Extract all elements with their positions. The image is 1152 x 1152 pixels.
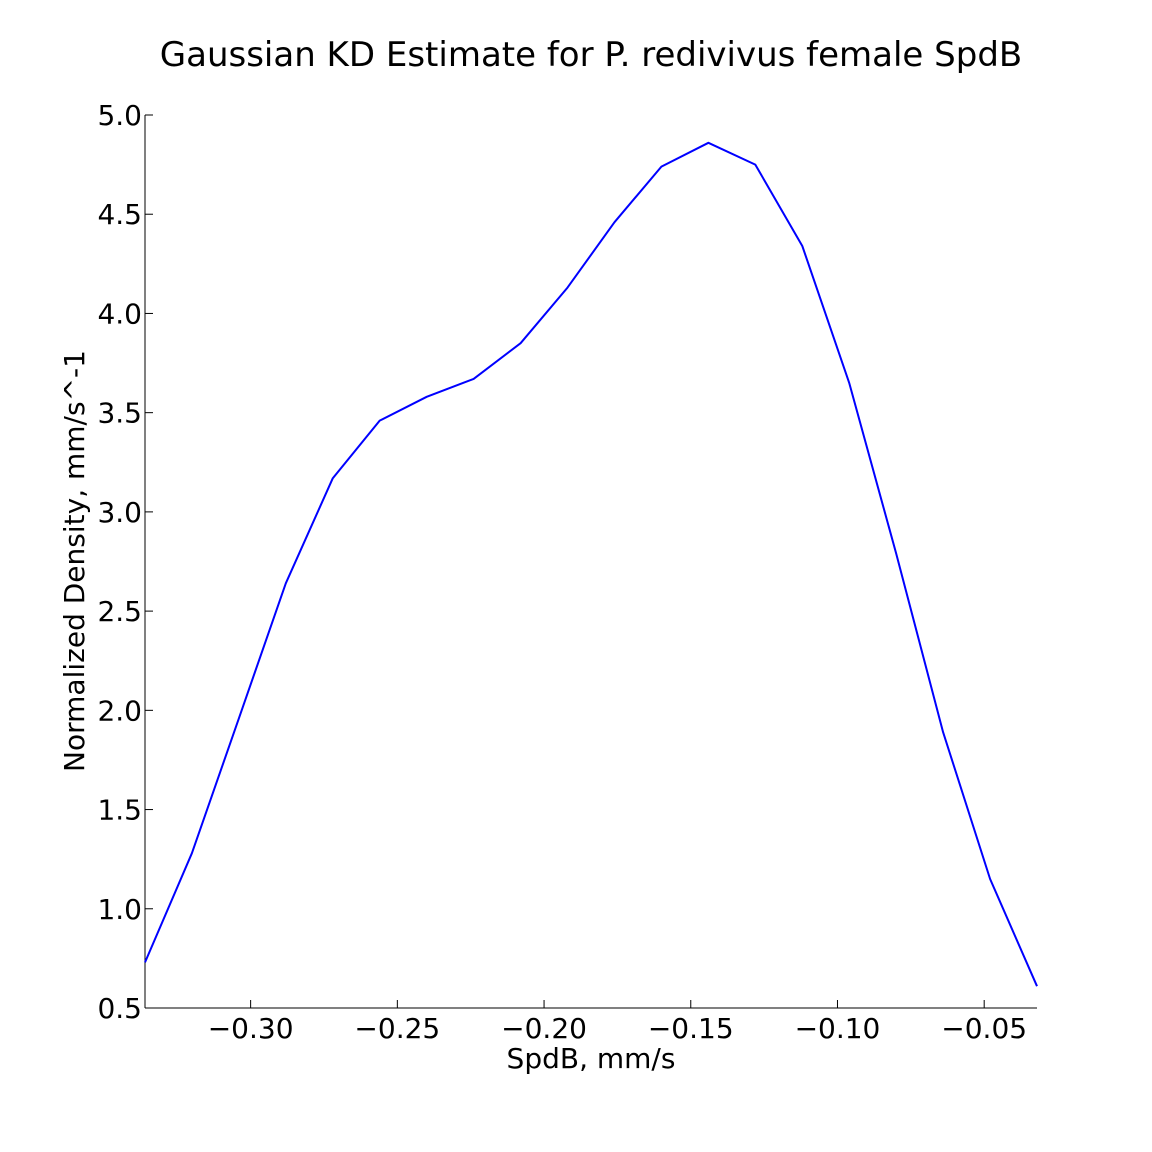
y-tick-label: 1.5 [97, 794, 142, 827]
y-tick-label: 2.0 [97, 694, 142, 727]
x-tick-label: −0.30 [208, 1012, 294, 1045]
x-tick-label: −0.20 [501, 1012, 587, 1045]
y-tick-label: 3.5 [97, 397, 142, 430]
y-tick-label: 5.0 [97, 99, 142, 132]
y-tick-label: 4.0 [97, 297, 142, 330]
y-tick-label: 1.0 [97, 893, 142, 926]
series-layer [144, 141, 1038, 987]
x-tick-label: −0.25 [354, 1012, 440, 1045]
x-tick-label: −0.10 [795, 1012, 881, 1045]
chart-title: Gaussian KD Estimate for P. redivivus fe… [160, 35, 1022, 75]
axes [144, 115, 1037, 1009]
y-tick-label: 4.5 [97, 198, 142, 231]
y-tick-label: 3.0 [97, 496, 142, 529]
y-tick-label: 2.5 [97, 595, 142, 628]
y-axis-ticks: 0.5 1.0 1.5 2.0 2.5 3.0 3.5 4.0 4.5 5.0 [97, 99, 153, 1025]
x-tick-label: −0.15 [648, 1012, 734, 1045]
x-axis-label: SpdB, mm/s [507, 1042, 676, 1075]
x-axis-ticks: −0.30 −0.25 −0.20 −0.15 −0.10 −0.05 [208, 1000, 1027, 1045]
x-tick-label: −0.05 [941, 1012, 1027, 1045]
y-axis-label: Normalized Density, mm/s^-1 [58, 350, 91, 772]
y-tick-label: 0.5 [97, 992, 142, 1025]
density-line [144, 141, 1038, 987]
